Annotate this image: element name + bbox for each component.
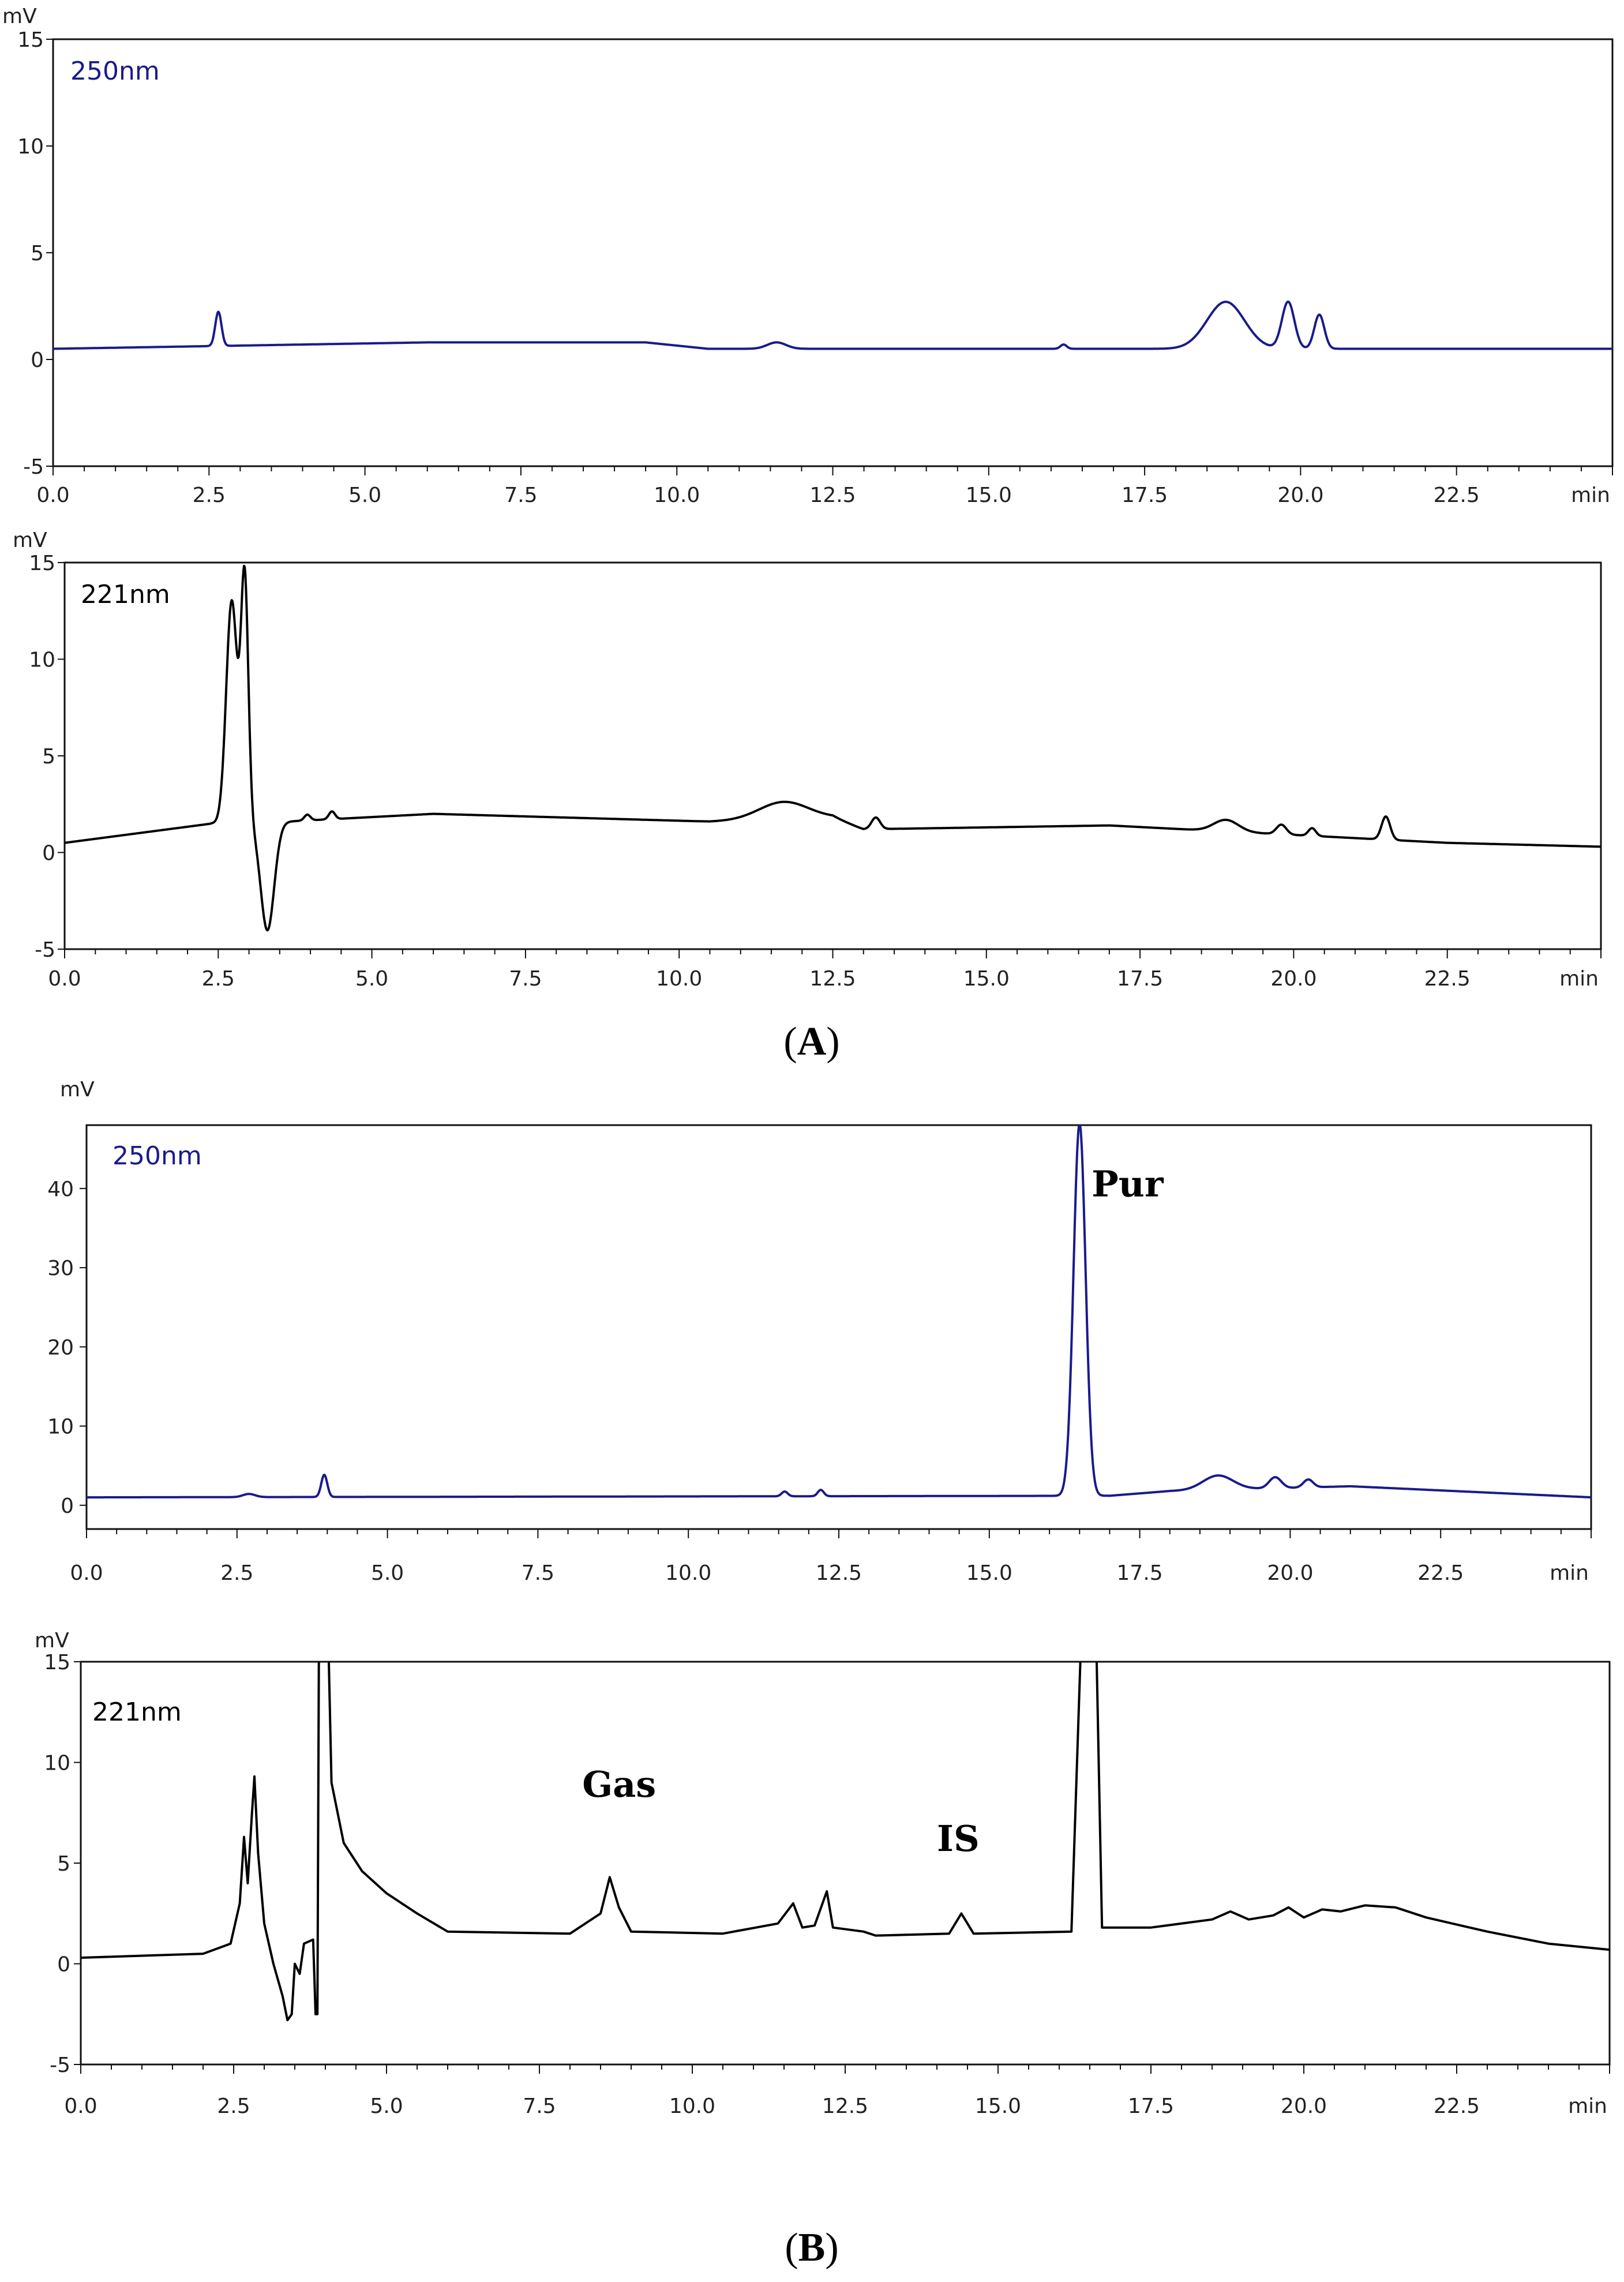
x-tick-label: 2.5 (220, 1561, 253, 1585)
x-tick-label: 22.5 (1424, 967, 1471, 991)
x-axis-label: min (1568, 2094, 1607, 2118)
plot-frame (80, 1661, 1611, 2066)
x-tick-label: 15.0 (975, 2094, 1021, 2118)
y-tick-label: 15 (44, 1651, 70, 1674)
x-tick-label: 7.5 (523, 2094, 556, 2118)
chromatogram-2: 0.0 2.5 5.0 7.5 10.0 12.5 15.0 17.5 20.0 22.5 min -… (13, 529, 1602, 991)
y-tick-label: 20 (47, 1336, 74, 1359)
x-tick-label: 22.5 (1417, 1561, 1464, 1585)
y-tick-label: 5 (31, 242, 44, 265)
plot-frame (52, 38, 1614, 467)
x-tick-label: 5.0 (355, 967, 388, 991)
x-axis-label: min (1550, 1561, 1589, 1585)
y-tick-label: 0 (31, 349, 44, 372)
plot-frame (63, 561, 1602, 950)
x-tick-label: 7.5 (509, 967, 542, 991)
y-tick-label: 15 (17, 28, 44, 52)
y-tick-label: -5 (23, 455, 44, 479)
x-tick-label: 17.5 (1122, 484, 1168, 507)
y-tick-label: 0 (61, 1494, 74, 1518)
x-tick-label: 15.0 (966, 484, 1012, 507)
x-tick-label: 17.5 (1128, 2094, 1174, 2118)
x-tick-label: 12.5 (822, 2094, 868, 2118)
x-axis-label: min (1559, 967, 1599, 991)
y-tick-label: 10 (29, 649, 55, 672)
x-tick-label: 7.5 (504, 484, 537, 507)
plot-frame (85, 1124, 1592, 1530)
y-tick-label: 0 (42, 842, 55, 865)
y-tick-label: 0 (57, 1953, 70, 1977)
x-axis-label: min (1571, 484, 1610, 507)
x-tick-label: 22.5 (1434, 2094, 1480, 2118)
wavelength-label: 250nm (112, 1141, 202, 1171)
x-tick-label: 5.0 (371, 1561, 404, 1585)
x-tick-label: 0.0 (64, 2094, 97, 2118)
y-tick-label: 5 (57, 1852, 70, 1876)
x-tick-label: 12.5 (816, 1561, 862, 1585)
chromatogram-trace (65, 564, 1601, 932)
x-tick-label: 22.5 (1434, 484, 1480, 507)
y-tick-label: 15 (29, 552, 55, 575)
chromatogram-3: 0.0 2.5 5.0 7.5 10.0 12.5 15.0 17.5 20.0 22.5 min 0… (47, 1078, 1592, 1585)
y-axis-label: mV (60, 1078, 95, 1101)
panel-label-b: (B) (785, 2225, 838, 2270)
x-tick-label: 2.5 (217, 2094, 250, 2118)
x-tick-label: 0.0 (48, 967, 81, 991)
x-tick-label: 5.0 (348, 484, 381, 507)
x-tick-label: 5.0 (370, 2094, 403, 2118)
chromatogram-trace (53, 300, 1612, 350)
x-tick-label: 15.0 (966, 1561, 1012, 1585)
x-tick-label: 12.5 (809, 484, 856, 507)
y-tick-label: 10 (17, 135, 44, 159)
x-tick-label: 20.0 (1281, 2094, 1327, 2118)
y-tick-label: 30 (47, 1257, 74, 1280)
x-tick-label: 12.5 (809, 967, 856, 991)
x-tick-label: 20.0 (1270, 967, 1317, 991)
x-tick-label: 2.5 (202, 967, 235, 991)
x-tick-label: 20.0 (1277, 484, 1323, 507)
x-tick-label: 10.0 (669, 2094, 715, 2118)
chromatogram-4: 0.0 2.5 5.0 7.5 10.0 12.5 15.0 17.5 20.0 22.5 min -… (35, 1629, 1611, 2118)
x-tick-label: 17.5 (1117, 1561, 1163, 1585)
peak-label-is: IS (937, 1818, 980, 1860)
x-tick-label: 0.0 (70, 1561, 103, 1585)
x-tick-label: 20.0 (1267, 1561, 1313, 1585)
x-tick-label: 10.0 (654, 484, 700, 507)
chart-area: 0.0 2.5 5.0 7.5 10.0 12.5 15.0 17.5 20.0 22.5 min -… (2, 5, 1614, 2118)
x-tick-label: 17.5 (1117, 967, 1163, 991)
wavelength-label: 250nm (70, 57, 160, 86)
x-tick-label: 7.5 (522, 1561, 554, 1585)
y-axis-label: mV (35, 1629, 69, 1653)
wavelength-label: 221nm (92, 1698, 182, 1727)
peak-label-gas: Gas (582, 1763, 656, 1805)
chromatogram-1: 0.0 2.5 5.0 7.5 10.0 12.5 15.0 17.5 20.0 22.5 min -… (2, 5, 1614, 507)
panel-label-a: (A) (783, 1020, 839, 1064)
y-tick-label: 5 (42, 745, 55, 769)
chromatogram-trace (87, 1125, 1591, 1499)
chromatogram-trace (81, 1662, 1610, 2022)
x-tick-label: 2.5 (193, 484, 226, 507)
y-tick-label: 40 (47, 1178, 74, 1201)
y-axis-label: mV (2, 5, 37, 28)
peak-label-pur: Pur (1092, 1163, 1164, 1205)
y-tick-label: -5 (50, 2054, 70, 2077)
wavelength-label: 221nm (81, 580, 170, 609)
x-tick-label: 15.0 (963, 967, 1010, 991)
y-tick-label: 10 (47, 1415, 74, 1439)
x-tick-label: 0.0 (36, 484, 69, 507)
y-tick-label: -5 (35, 938, 55, 962)
x-tick-label: 10.0 (656, 967, 702, 991)
y-tick-label: 10 (44, 1752, 70, 1775)
y-axis-label: mV (13, 529, 47, 552)
x-tick-label: 10.0 (665, 1561, 711, 1585)
